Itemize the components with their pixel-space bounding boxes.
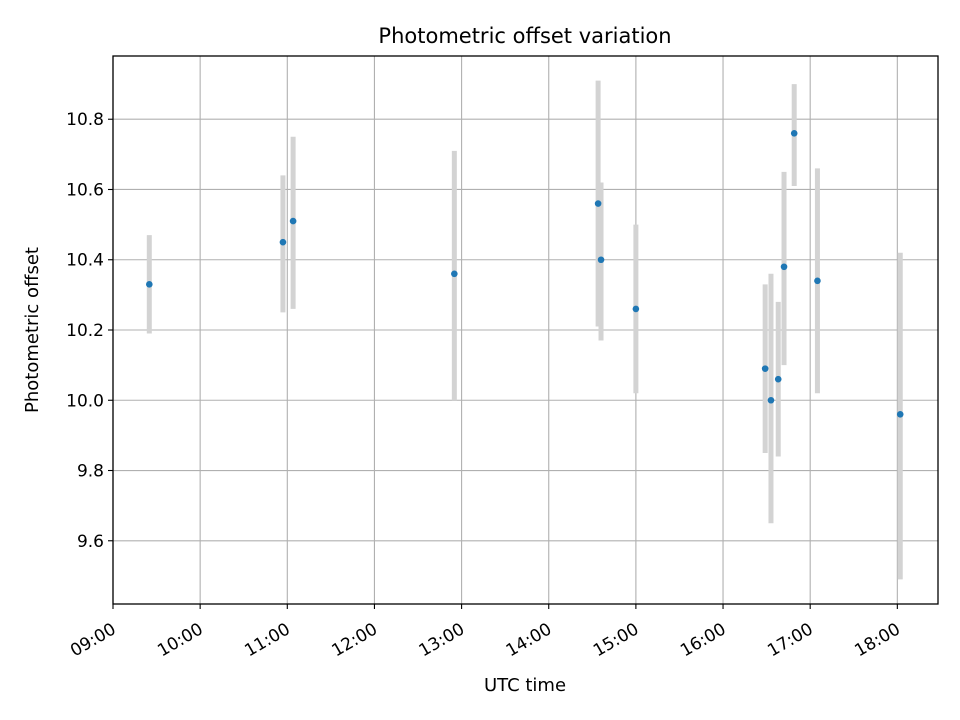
data-point: [451, 270, 458, 278]
y-tick-label: 9.8: [77, 462, 104, 482]
data-point: [761, 365, 769, 372]
data-point: [632, 305, 640, 313]
data-point: [780, 263, 788, 271]
data-point: [774, 375, 782, 383]
y-tick-label: 10.0: [66, 391, 104, 411]
data-point: [814, 277, 821, 285]
x-axis-label: UTC time: [484, 675, 566, 696]
data-points: [146, 129, 904, 418]
y-axis-label: Photometric offset: [22, 247, 43, 413]
data-point: [767, 396, 775, 404]
grid: [112, 56, 938, 604]
chart-title: Photometric offset variation: [378, 24, 671, 48]
data-point: [896, 411, 904, 418]
data-point: [594, 200, 602, 207]
data-point: [289, 217, 297, 225]
y-tick-label: 10.2: [66, 321, 104, 341]
data-point: [279, 238, 287, 246]
y-tick-label: 10.8: [66, 110, 104, 130]
data-point: [597, 256, 605, 264]
y-tick-label: 10.6: [66, 180, 104, 200]
y-tick-label: 9.6: [77, 532, 104, 552]
y-axis-ticks: 9.6 9.8 10.0 10.2 10.4 10.6 10.8: [66, 110, 113, 552]
data-point: [790, 129, 798, 137]
y-tick-label: 10.4: [66, 251, 104, 271]
data-point: [146, 281, 153, 288]
